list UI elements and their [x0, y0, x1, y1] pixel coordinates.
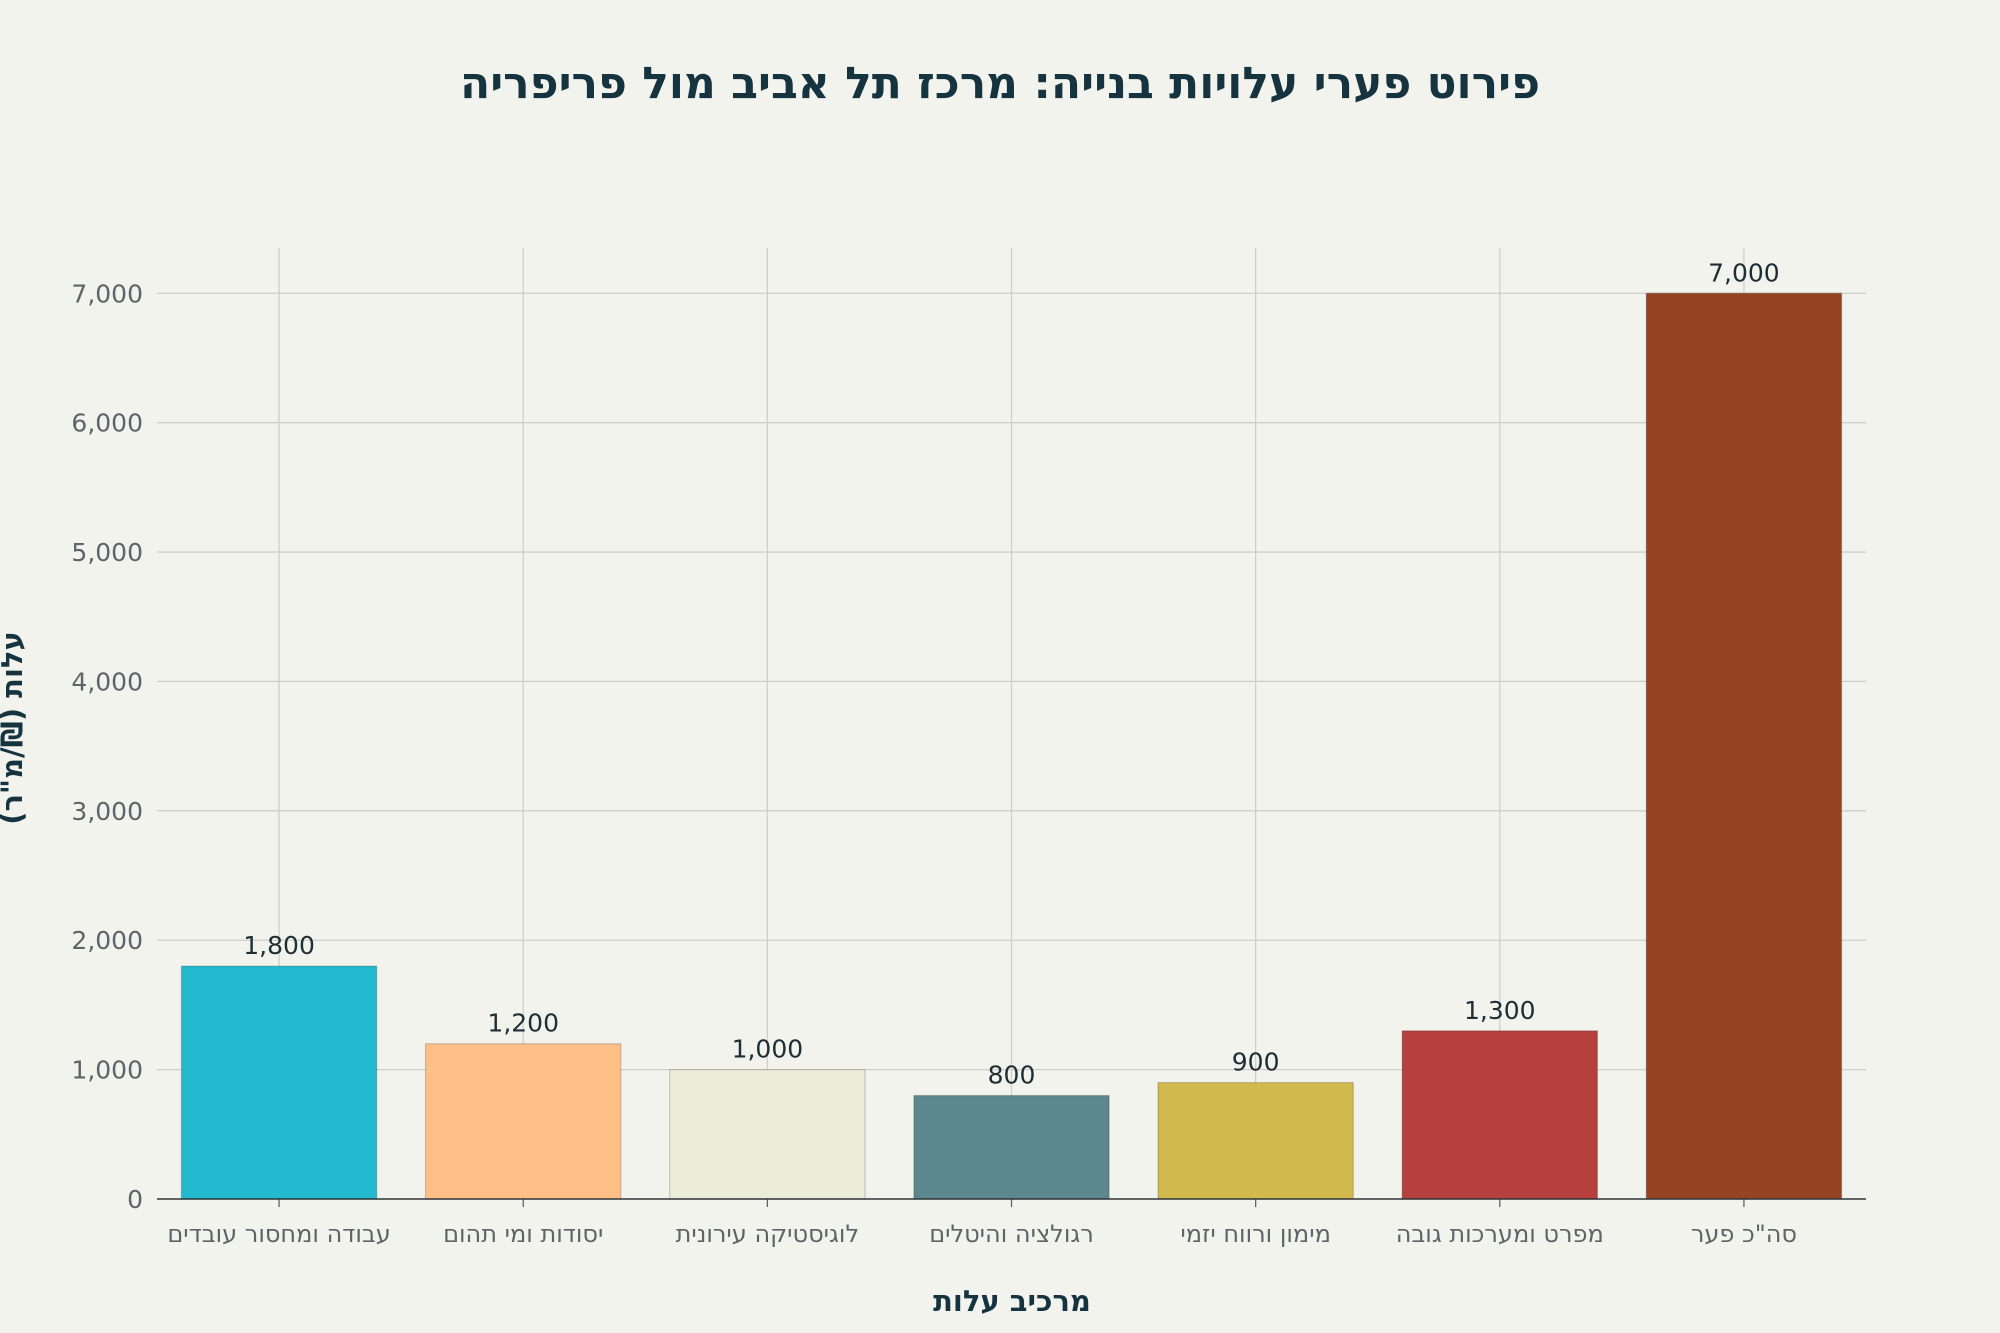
bar [913, 1094, 1110, 1200]
chart-title: פירוט פערי עלויות בנייה: מרכז תל אביב מו… [460, 58, 1540, 109]
bar [180, 965, 378, 1200]
y-tick-label: 6,000 [71, 409, 143, 438]
x-tick-label: לוגיסטיקה עירונית [676, 1220, 860, 1248]
y-tick-label: 1,000 [71, 1056, 143, 1085]
y-tick-label: 7,000 [71, 279, 143, 308]
y-tick-label: 0 [127, 1185, 143, 1214]
gridlines [157, 248, 1866, 1199]
x-tick-label: מפרט ומערכות גובה [1396, 1220, 1604, 1248]
bar [669, 1069, 866, 1200]
data-label: 900 [1232, 1048, 1280, 1077]
data-label: 1,300 [1464, 996, 1536, 1025]
data-label: 1,000 [732, 1035, 804, 1064]
x-tick-label: יסודות ומי תהום [443, 1220, 603, 1248]
y-tick-label: 3,000 [71, 797, 143, 826]
y-tick-label: 2,000 [71, 926, 143, 955]
bar [1157, 1081, 1354, 1200]
x-tick-label: סה"כ פער [1691, 1220, 1797, 1248]
bar [1645, 292, 1843, 1200]
y-axis-ticks: 0 1,000 2,000 3,000 4,000 5,000 6,000 7,000 [71, 279, 143, 1214]
data-labels: 1,800 1,200 1,000 800 900 1,300 7,000 [243, 258, 1779, 1089]
x-tick-label: עבודה ומחסור עובדים [167, 1220, 391, 1248]
x-tick-label: רגולציה והיטלים [929, 1220, 1094, 1248]
y-tick-label: 5,000 [71, 538, 143, 567]
data-label: 1,200 [487, 1009, 559, 1038]
bars [180, 292, 1843, 1200]
data-label: 800 [988, 1060, 1036, 1089]
x-axis-ticks: עבודה ומחסור עובדים יסודות ומי תהום לוגיסט… [167, 1199, 1797, 1248]
x-tick-label: מימון ורווח יזמי [1180, 1220, 1331, 1248]
x-axis-title: מרכיב עלות [933, 1284, 1091, 1318]
data-label: 7,000 [1708, 258, 1780, 287]
bar [424, 1043, 622, 1200]
y-axis-title: עלות (₪/מ"ר) [0, 631, 29, 825]
y-tick-label: 4,000 [71, 667, 143, 696]
bar [1401, 1030, 1599, 1200]
data-label: 1,800 [243, 931, 315, 960]
